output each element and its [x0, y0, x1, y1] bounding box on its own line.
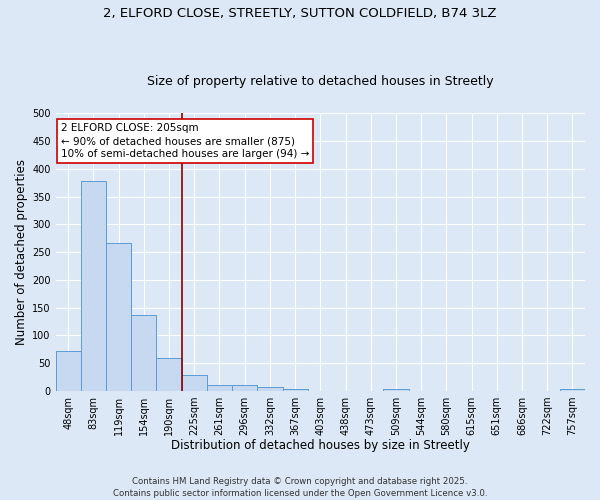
- Bar: [157, 358, 182, 391]
- Bar: [131, 315, 157, 391]
- Bar: [81, 181, 106, 391]
- Text: 2 ELFORD CLOSE: 205sqm
← 90% of detached houses are smaller (875)
10% of semi-de: 2 ELFORD CLOSE: 205sqm ← 90% of detached…: [61, 123, 310, 160]
- Bar: [232, 386, 257, 391]
- Bar: [560, 390, 585, 391]
- Bar: [56, 351, 81, 391]
- Bar: [257, 386, 283, 391]
- Title: Size of property relative to detached houses in Streetly: Size of property relative to detached ho…: [147, 76, 494, 88]
- Bar: [182, 375, 207, 391]
- Y-axis label: Number of detached properties: Number of detached properties: [15, 159, 28, 345]
- Bar: [383, 389, 409, 391]
- X-axis label: Distribution of detached houses by size in Streetly: Distribution of detached houses by size …: [171, 440, 470, 452]
- Bar: [283, 389, 308, 391]
- Text: 2, ELFORD CLOSE, STREETLY, SUTTON COLDFIELD, B74 3LZ: 2, ELFORD CLOSE, STREETLY, SUTTON COLDFI…: [103, 8, 497, 20]
- Bar: [207, 386, 232, 391]
- Text: Contains HM Land Registry data © Crown copyright and database right 2025.
Contai: Contains HM Land Registry data © Crown c…: [113, 476, 487, 498]
- Bar: [106, 242, 131, 391]
